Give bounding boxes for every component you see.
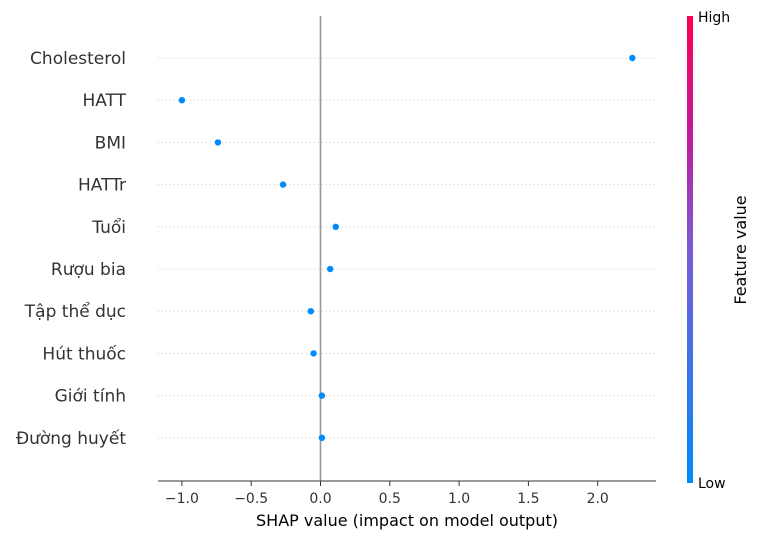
x-tick-label: −0.5	[234, 491, 268, 507]
feature-label: Cholesterol	[30, 49, 126, 69]
shap-point	[307, 308, 314, 315]
row-gridlines	[158, 57, 656, 439]
x-tick-label: 0.5	[379, 491, 401, 507]
shap-point	[178, 97, 186, 104]
feature-label: Hút thuốc	[42, 343, 126, 364]
feature-label: HATT	[82, 91, 126, 111]
shap-point	[310, 350, 317, 357]
x-tick-label: −1.0	[165, 491, 199, 507]
shap-point	[327, 265, 334, 273]
x-axis-ticks: −1.0 −0.5 0.0 0.5 1.0 1.5 2.0	[165, 481, 609, 507]
shap-point	[214, 139, 222, 146]
feature-label: Giới tính	[55, 387, 126, 407]
feature-label: BMI	[95, 133, 126, 153]
feature-label: Rượu bia	[51, 260, 126, 280]
x-tick-label: 2.0	[587, 491, 609, 507]
shap-points	[178, 54, 636, 441]
x-tick-label: 1.0	[448, 491, 470, 507]
feature-label: Tuổi	[91, 217, 126, 238]
colorbar-title: Feature value	[731, 195, 750, 304]
feature-label: Đường huyết	[16, 428, 126, 449]
feature-label: HATTr	[78, 176, 126, 196]
colorbar	[687, 16, 693, 483]
feature-labels: Cholesterol HATT BMI HATTr Tuổi Rượu bia Tập t…	[16, 49, 127, 449]
shap-point	[332, 223, 339, 230]
colorbar-low-label: Low	[698, 476, 726, 492]
shap-point	[318, 434, 326, 441]
shap-point	[279, 181, 287, 188]
colorbar-high-label: High	[698, 10, 730, 26]
x-tick-label: 1.5	[517, 491, 539, 507]
feature-label: Tập thể dục	[24, 301, 126, 322]
shap-point	[318, 392, 326, 399]
x-axis-title: SHAP value (impact on model output)	[256, 511, 558, 530]
x-tick-label: 0.0	[309, 491, 331, 507]
shap-point	[629, 54, 636, 62]
